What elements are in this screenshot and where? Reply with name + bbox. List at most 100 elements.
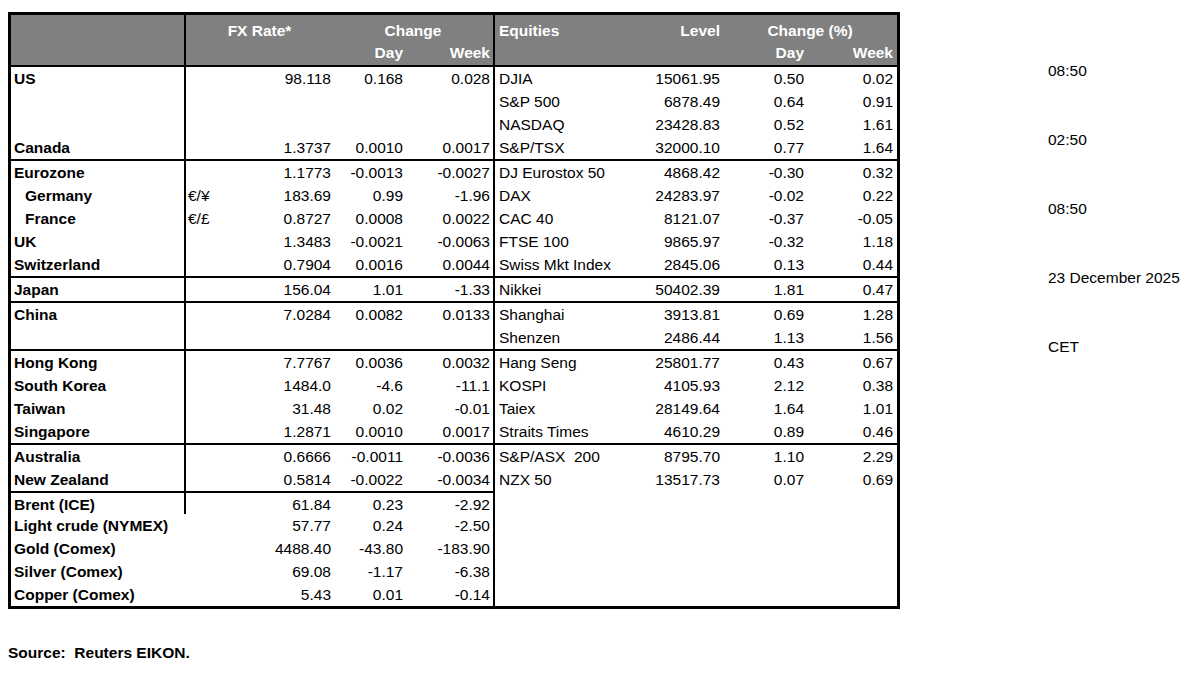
currency-pair-label (186, 397, 216, 420)
header-corner-blank (11, 15, 186, 42)
currency-pair-label (186, 514, 216, 537)
header-equity-week: Week (807, 42, 897, 65)
table-row: Brent (ICE) 61.84 0.23 -2.92 (11, 491, 897, 514)
fx-week-change-value: -2.92 (405, 491, 493, 514)
header-blank (186, 42, 333, 65)
equity-level-value: 24283.97 (633, 184, 723, 207)
equity-index-label (493, 491, 633, 514)
equity-day-change-value: 0.77 (723, 136, 807, 159)
equity-index-label: Taiex (493, 397, 633, 420)
region-label: Hong Kong (11, 351, 186, 374)
fx-week-change-value: -2.50 (405, 514, 493, 537)
equity-week-change-value: 1.56 (807, 326, 897, 349)
currency-pair-label (186, 161, 216, 184)
equity-index-label: Nikkei (493, 278, 633, 301)
fx-rate-value: 0.7904 (216, 253, 333, 276)
equity-day-change-value: 1.64 (723, 397, 807, 420)
region-label: Gold (Comex) (11, 537, 186, 560)
currency-pair-label (186, 230, 216, 253)
equity-index-label (493, 537, 633, 560)
fx-week-change-value: 0.0032 (405, 351, 493, 374)
equity-week-change-value: 0.46 (807, 420, 897, 443)
table-row: Silver (Comex) 69.08 -1.17 -6.38 (11, 560, 897, 583)
region-label (11, 90, 186, 113)
equity-level-value: 9865.97 (633, 230, 723, 253)
footer-notes: Source: Reuters EIKON. * FX Rate for USD… (8, 598, 800, 676)
equity-level-value: 8795.70 (633, 445, 723, 468)
equity-level-value (633, 560, 723, 583)
equity-week-change-value: 0.69 (807, 468, 897, 491)
currency-pair-label: €/¥ (186, 184, 216, 207)
table-row: Shenzen 2486.44 1.13 1.56 (11, 326, 897, 349)
equity-index-label: Swiss Mkt Index (493, 253, 633, 276)
fx-day-change-value: -0.0011 (333, 445, 405, 468)
table-row: Switzerland 0.7904 0.0016 0.0044 Swiss M… (11, 253, 897, 276)
equity-level-value: 4868.42 (633, 161, 723, 184)
equity-index-label: FTSE 100 (493, 230, 633, 253)
currency-pair-label (186, 468, 216, 491)
fx-week-change-value: 0.0017 (405, 136, 493, 159)
header-fx-rate: FX Rate* (186, 15, 333, 42)
table-row: New Zealand 0.5814 -0.0022 -0.0034 NZX 5… (11, 468, 897, 491)
equity-index-label: Hang Seng (493, 351, 633, 374)
equity-day-change-value (723, 491, 807, 514)
table-row: Japan 156.04 1.01 -1.33 Nikkei 50402.39 … (11, 276, 897, 301)
equity-week-change-value (807, 560, 897, 583)
fx-rate-value: 0.8727 (216, 207, 333, 230)
fx-week-change-value: -11.1 (405, 374, 493, 397)
equity-index-label: Shanghai (493, 303, 633, 326)
table-row: S&P 500 6878.49 0.64 0.91 (11, 90, 897, 113)
currency-pair-label (186, 278, 216, 301)
header-fx-change: Change (333, 15, 493, 42)
table-row: Germany €/¥ 183.69 0.99 -1.96 DAX 24283.… (11, 184, 897, 207)
equity-level-value: 25801.77 (633, 351, 723, 374)
equity-level-value: 32000.10 (633, 136, 723, 159)
equity-week-change-value (807, 514, 897, 537)
equity-day-change-value: 0.52 (723, 113, 807, 136)
equity-week-change-value: 0.91 (807, 90, 897, 113)
equity-week-change-value: 1.64 (807, 136, 897, 159)
equity-day-change-value: 1.81 (723, 278, 807, 301)
equity-level-value (633, 491, 723, 514)
table-row: NASDAQ 23428.83 0.52 1.61 (11, 113, 897, 136)
fx-day-change-value: 0.0010 (333, 136, 405, 159)
fx-day-change-value: -0.0021 (333, 230, 405, 253)
region-label: Switzerland (11, 253, 186, 276)
table-row: South Korea 1484.0 -4.6 -11.1 KOSPI 4105… (11, 374, 897, 397)
fx-rate-value: 1.2871 (216, 420, 333, 443)
equity-index-label: Straits Times (493, 420, 633, 443)
currency-pair-label (186, 326, 216, 349)
equity-week-change-value (807, 537, 897, 560)
equity-level-value (633, 514, 723, 537)
equity-index-label: NASDAQ (493, 113, 633, 136)
region-label: Eurozone (11, 161, 186, 184)
currency-pair-label (186, 253, 216, 276)
fx-day-change-value: 0.0008 (333, 207, 405, 230)
currency-pair-label (186, 136, 216, 159)
fx-week-change-value: -0.0036 (405, 445, 493, 468)
equity-level-value: 3913.81 (633, 303, 723, 326)
equity-day-change-value: 0.43 (723, 351, 807, 374)
table-row: US 98.118 0.168 0.028 DJIA 15061.95 0.50… (11, 67, 897, 90)
fx-rate-value: 61.84 (216, 491, 333, 514)
fx-week-change-value (405, 326, 493, 349)
table-row: China 7.0284 0.0082 0.0133 Shanghai 3913… (11, 301, 897, 326)
fx-week-change-value: -1.33 (405, 278, 493, 301)
currency-pair-label (186, 113, 216, 136)
region-label: New Zealand (11, 468, 186, 491)
equity-day-change-value: 1.10 (723, 445, 807, 468)
fx-day-change-value: 0.0036 (333, 351, 405, 374)
region-label: UK (11, 230, 186, 253)
report-timestamps: 08:50 02:50 08:50 23 December 2025 CET (1048, 13, 1180, 381)
header-equity-day: Day (723, 42, 807, 65)
region-label: Light crude (NYMEX) (11, 514, 186, 537)
region-label: Australia (11, 445, 186, 468)
equity-day-change-value (723, 560, 807, 583)
fx-rate-value: 98.118 (216, 67, 333, 90)
equity-week-change-value (807, 583, 897, 606)
equity-day-change-value: 0.64 (723, 90, 807, 113)
equity-day-change-value: -0.30 (723, 161, 807, 184)
fx-rate-value: 31.48 (216, 397, 333, 420)
report-timezone: CET (1048, 335, 1180, 358)
equity-index-label: CAC 40 (493, 207, 633, 230)
